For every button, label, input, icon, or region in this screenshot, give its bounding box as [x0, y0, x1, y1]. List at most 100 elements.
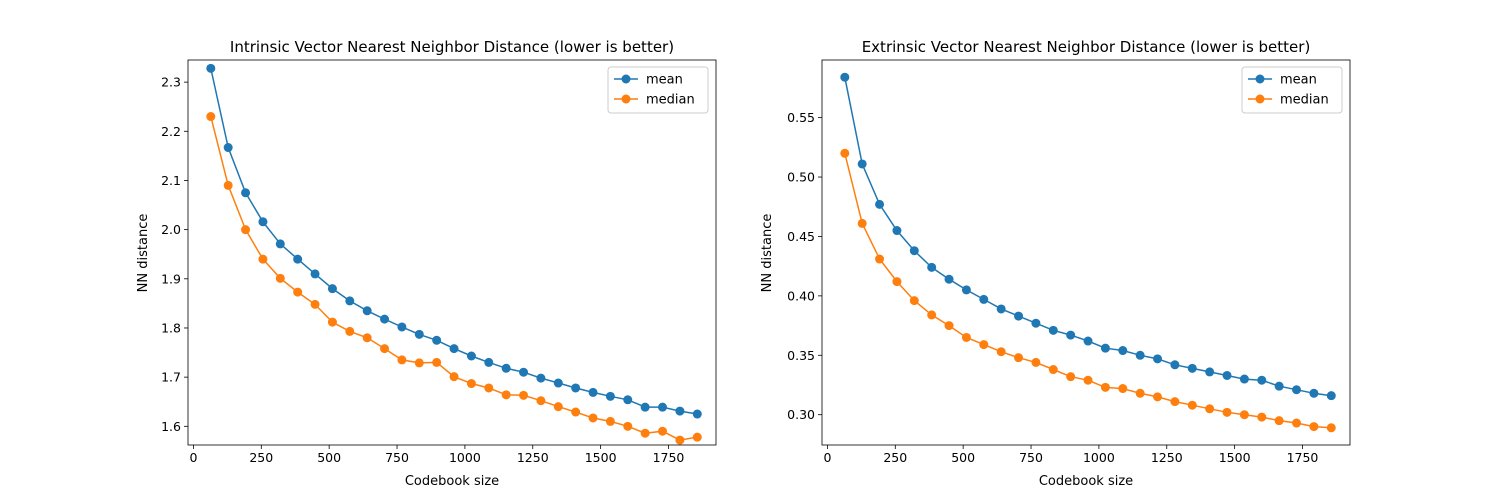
- y-tick-label: 2.3: [161, 75, 181, 90]
- data-point-median: [571, 407, 581, 417]
- data-point-median: [519, 390, 529, 400]
- data-point-median: [397, 355, 407, 365]
- data-point-median: [1153, 392, 1163, 402]
- x-tick-label: 1750: [653, 450, 685, 465]
- data-point-median: [675, 435, 685, 445]
- data-point-median: [1100, 382, 1110, 392]
- data-point-mean: [857, 159, 867, 169]
- legend-label-mean: mean: [1280, 73, 1317, 88]
- data-point-median: [310, 299, 320, 309]
- data-point-median: [979, 340, 989, 350]
- data-point-mean: [1205, 367, 1215, 377]
- x-tick-label: 500: [951, 450, 975, 465]
- data-point-mean: [1100, 343, 1110, 353]
- data-point-median: [961, 332, 971, 342]
- chart-extrinsic: Extrinsic Vector Nearest Neighbor Distan…: [760, 38, 1351, 489]
- data-point-median: [1048, 365, 1058, 375]
- data-point-mean: [275, 239, 285, 249]
- data-point-median: [1135, 388, 1145, 398]
- data-point-mean: [466, 351, 476, 361]
- data-point-mean: [623, 395, 633, 405]
- data-point-median: [1118, 384, 1128, 394]
- data-point-median: [553, 402, 563, 412]
- data-point-mean: [1066, 330, 1076, 340]
- x-tick-label: 500: [317, 450, 341, 465]
- data-point-median: [327, 317, 337, 327]
- data-point-median: [432, 357, 442, 367]
- y-tick-label: 0.55: [787, 110, 815, 125]
- data-point-mean: [310, 269, 320, 279]
- data-point-mean: [258, 217, 268, 227]
- data-point-mean: [692, 409, 702, 419]
- data-point-median: [1274, 416, 1284, 426]
- plot-frame: [821, 59, 1351, 446]
- y-axis-label: NN distance: [136, 214, 151, 293]
- data-point-mean: [675, 406, 685, 416]
- x-tick-label: 250: [249, 450, 273, 465]
- x-tick-label: 750: [385, 450, 409, 465]
- data-point-median: [501, 390, 511, 400]
- data-point-mean: [1153, 354, 1163, 364]
- data-point-mean: [1083, 336, 1093, 346]
- data-point-mean: [1257, 375, 1267, 385]
- data-point-mean: [1031, 318, 1041, 328]
- data-point-mean: [944, 274, 954, 284]
- data-point-median: [536, 396, 546, 406]
- data-point-mean: [996, 304, 1006, 314]
- data-point-mean: [1326, 391, 1336, 401]
- data-point-median: [1239, 410, 1249, 420]
- data-point-median: [692, 432, 702, 442]
- y-tick-label: 1.8: [161, 320, 181, 335]
- data-point-median: [466, 379, 476, 389]
- data-point-median: [345, 326, 355, 336]
- x-tick-label: 0: [823, 450, 831, 465]
- data-point-mean: [241, 188, 251, 198]
- legend-label-median: median: [646, 93, 695, 108]
- data-point-mean: [1239, 374, 1249, 384]
- data-point-mean: [1292, 385, 1302, 395]
- data-point-median: [1257, 412, 1267, 422]
- data-point-mean: [397, 322, 407, 332]
- data-point-median: [1083, 375, 1093, 385]
- x-tick-label: 1250: [1151, 450, 1183, 465]
- data-point-mean: [961, 285, 971, 295]
- data-point-median: [484, 383, 494, 393]
- data-point-mean: [979, 294, 989, 304]
- data-point-median: [1292, 418, 1302, 428]
- plot-area: 0 250 500 750 1000 1250 1500 1750 1.6 1.7 1.8 1.9 2.…: [161, 59, 717, 465]
- data-point-median: [892, 277, 902, 287]
- legend-label-mean: mean: [646, 73, 683, 88]
- data-point-mean: [605, 391, 615, 401]
- x-tick-label: 1000: [1083, 450, 1115, 465]
- y-tick-label: 1.7: [161, 370, 181, 385]
- data-point-median: [1066, 372, 1076, 382]
- y-tick-label: 2.2: [161, 124, 181, 139]
- data-point-median: [275, 273, 285, 283]
- legend-label-median: median: [1280, 93, 1329, 108]
- data-point-mean: [536, 373, 546, 383]
- plot-area: 0 250 500 750 1000 1250 1500 1750 0.30 0.35 0.40 0.…: [787, 59, 1351, 465]
- data-point-mean: [588, 387, 598, 397]
- x-axis-label: Codebook size: [405, 474, 499, 489]
- data-point-mean: [1048, 325, 1058, 335]
- data-point-median: [414, 358, 424, 368]
- data-point-median: [223, 180, 233, 190]
- data-point-mean: [380, 314, 390, 324]
- data-point-median: [927, 310, 937, 320]
- y-tick-label: 2.1: [161, 173, 181, 188]
- data-point-mean: [484, 357, 494, 367]
- data-point-median: [241, 225, 251, 235]
- data-point-median: [1014, 353, 1024, 363]
- data-point-median: [857, 218, 867, 228]
- data-point-mean: [1118, 346, 1128, 356]
- data-point-mean: [1014, 311, 1024, 321]
- data-point-median: [658, 426, 668, 436]
- data-point-median: [293, 287, 303, 297]
- data-point-mean: [571, 383, 581, 393]
- x-tick-label: 1250: [517, 450, 549, 465]
- data-point-mean: [927, 262, 937, 272]
- data-point-median: [1222, 407, 1232, 417]
- x-axis-label: Codebook size: [1039, 474, 1133, 489]
- data-point-mean: [519, 367, 529, 377]
